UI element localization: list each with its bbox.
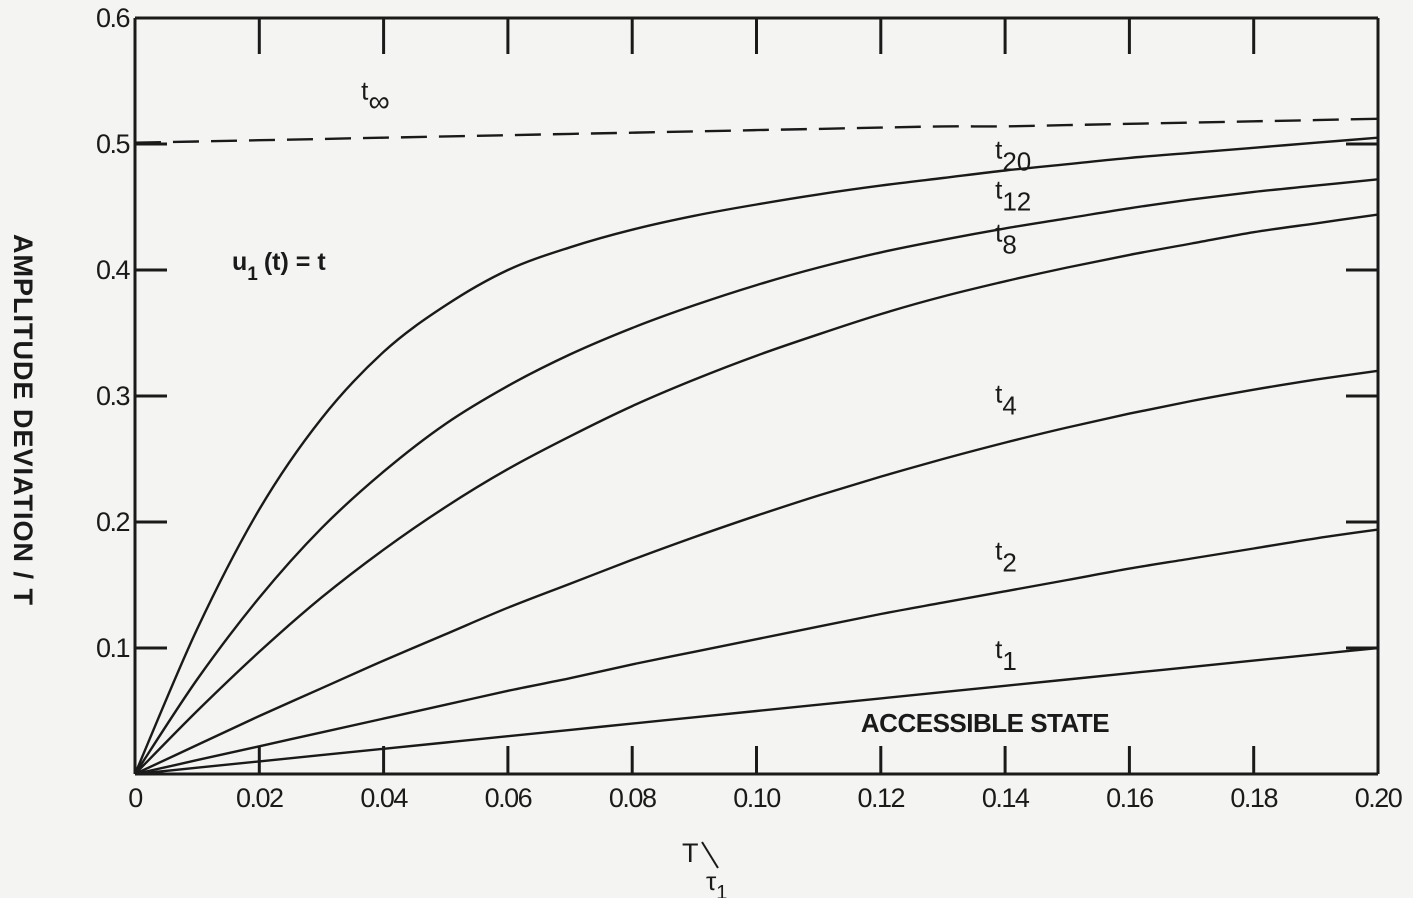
y-tick-label: 0.6 xyxy=(96,3,130,33)
x-tick-label: 0.02 xyxy=(236,783,283,813)
series-line-t20 xyxy=(133,136,1379,775)
tick-labels: 0 0.02 0.04 0.06 0.08 0.10 0.12 0.14 0.16 0.18 0.2… xyxy=(96,3,1403,813)
y-tick-label: 0.4 xyxy=(96,255,131,285)
series-line-t1 xyxy=(134,646,1379,776)
x-axis-label-denominator: τ1 xyxy=(706,866,727,898)
series-label-t8: t8 xyxy=(995,217,1017,259)
x-axis-label-slash xyxy=(701,841,719,869)
formula-annotation: u1 (t) = t xyxy=(232,248,326,285)
series-lines xyxy=(133,117,1379,776)
series-line-t8 xyxy=(134,213,1379,775)
y-axis-label: AMPLITUDE DEVIATION / T xyxy=(8,234,38,606)
x-tick-label: 0.20 xyxy=(1355,783,1402,813)
series-label-t12: t12 xyxy=(995,174,1031,216)
series-line-t2 xyxy=(134,528,1379,776)
series-line-tinf xyxy=(134,117,1379,144)
x-tick-label: 0.04 xyxy=(360,783,408,813)
x-tick-label: 0.16 xyxy=(1106,783,1153,813)
y-tick-label: 0.2 xyxy=(96,507,130,537)
series-label-t4: t4 xyxy=(995,379,1017,421)
formula-sub: 1 xyxy=(247,264,258,285)
y-tick-label: 0.5 xyxy=(96,129,130,159)
x-tick-label: 0.18 xyxy=(1230,783,1277,813)
y-tick-label: 0.3 xyxy=(96,381,130,411)
series-label-t2: t2 xyxy=(995,535,1017,577)
x-tick-label: 0.06 xyxy=(485,783,532,813)
y-tick-label: 0.1 xyxy=(96,633,130,663)
x-tick-label: 0.08 xyxy=(609,783,656,813)
series-label-t20: t20 xyxy=(995,134,1031,176)
x-tick-label: 0.10 xyxy=(733,783,780,813)
series-label-t1: t1 xyxy=(995,634,1017,676)
series-line-t12 xyxy=(133,178,1379,775)
series-label-tinf: t∞ xyxy=(361,76,390,119)
x-tick-label: 0 xyxy=(128,783,142,813)
x-axis-label-numerator: T xyxy=(682,838,699,868)
accessible-state-label: ACCESSIBLE STATE xyxy=(861,708,1109,738)
formula-rest: (t) = t xyxy=(264,248,326,276)
x-axis-label: T τ1 xyxy=(682,838,727,898)
series-line-t4 xyxy=(134,369,1379,776)
plot-frame xyxy=(133,16,1380,776)
formula-main: u xyxy=(232,248,247,276)
x-tick-label: 0.14 xyxy=(982,783,1030,813)
x-tick-label: 0.12 xyxy=(858,783,905,813)
ticks xyxy=(133,16,1380,774)
